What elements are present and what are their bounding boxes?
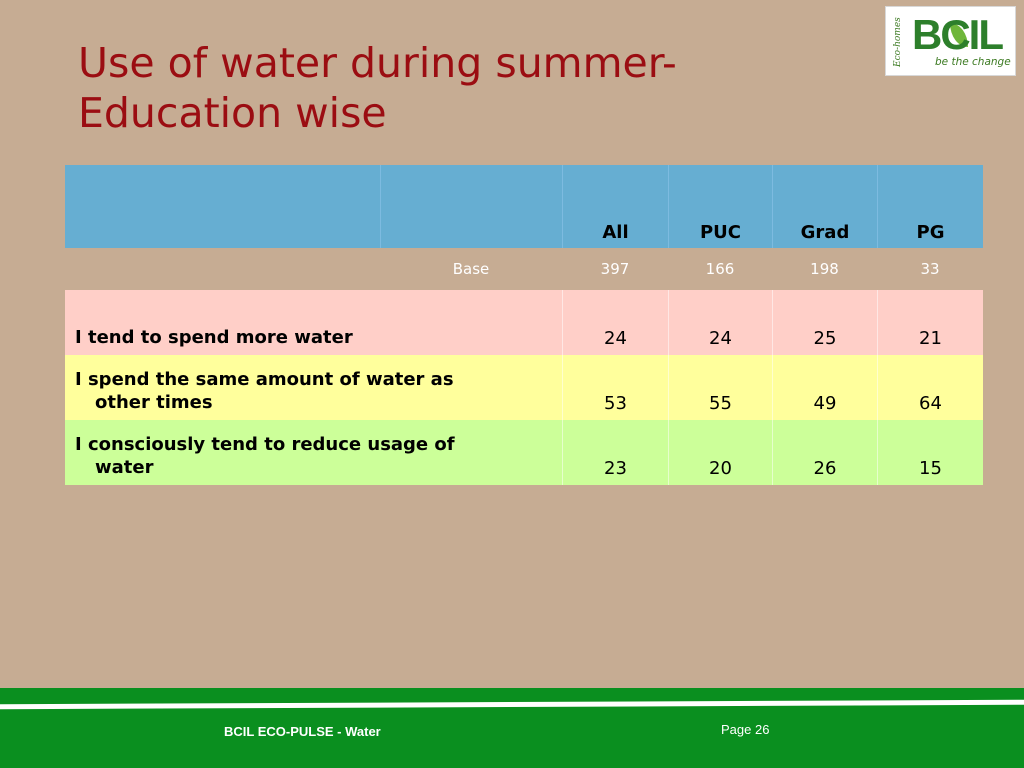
row-label: I consciously tend to reduce usage of wa… [65,420,562,485]
base-label: Base [452,260,490,278]
table-cell: 15 [877,420,983,485]
title-line-1: Use of water during summer- [78,39,677,87]
table-cell: 53 [562,355,668,420]
column-header: All [562,165,668,248]
survey-table: All PUC Grad PG Base 397 166 198 33 I te… [65,165,983,485]
table-cell: 21 [877,290,983,355]
header-empty-1 [65,165,380,248]
table-cell: 25 [772,290,877,355]
table-row: I tend to spend more water 24 24 25 21 [65,290,983,355]
table-row: I consciously tend to reduce usage of wa… [65,420,983,485]
row-label: I spend the same amount of water as othe… [65,355,562,420]
footer-text: BCIL ECO-PULSE - Water [224,724,381,739]
base-value: 33 [920,260,940,278]
row-label-line: I spend the same amount of water as [75,369,454,390]
column-header: Grad [772,165,877,248]
table-header-row: All PUC Grad PG [65,165,983,248]
slide-title: Use of water during summer- Education wi… [78,38,677,138]
table-cell: 49 [772,355,877,420]
row-label: I tend to spend more water [65,290,562,355]
table-cell: 24 [668,290,772,355]
column-header: PG [877,165,983,248]
table-cell: 26 [772,420,877,485]
table-row: I spend the same amount of water as othe… [65,355,983,420]
page-number: Page 26 [721,722,770,737]
base-row: Base 397 166 198 33 [65,248,983,290]
row-label-line: other times [95,392,213,413]
table-cell: 23 [562,420,668,485]
table-cell: 20 [668,420,772,485]
base-value: 166 [705,260,735,278]
header-empty-2 [380,165,562,248]
table-cell: 24 [562,290,668,355]
table-cell: 55 [668,355,772,420]
row-label-line: water [95,457,154,478]
base-value: 198 [810,260,839,278]
row-label-line: I consciously tend to reduce usage of [75,434,455,455]
table-cell: 64 [877,355,983,420]
logo-mark: BCIL [912,11,1004,58]
logo-tagline: be the change [935,56,1011,68]
logo-side-text: Eco-homes [893,17,903,67]
column-header: PUC [668,165,772,248]
bcil-logo: Eco-homes BCIL be the change [885,6,1016,76]
base-value: 397 [600,260,630,278]
row-label-line: I tend to spend more water [75,327,353,348]
title-line-2: Education wise [78,89,387,137]
